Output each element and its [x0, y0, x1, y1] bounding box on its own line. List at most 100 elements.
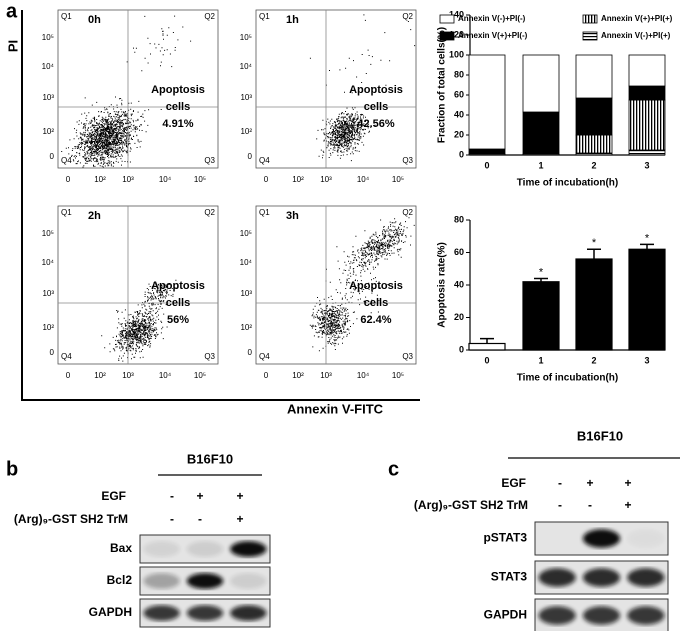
quadrant-label: Q4 [61, 352, 72, 361]
blot-band [186, 605, 224, 621]
y-axis-label: Fraction of total cells(%) [437, 27, 448, 143]
plot-frame [57, 205, 219, 365]
quadrant-label: Q2 [402, 208, 413, 217]
quadrant-label: Q2 [204, 208, 215, 217]
plot-frame [57, 9, 219, 169]
y-tick-label: 10⁵ [240, 229, 252, 238]
y-tick-label: 100 [449, 49, 464, 59]
x-tick-label: 10² [94, 175, 106, 184]
protein-label: GAPDH [89, 605, 132, 619]
y-tick-label: 10⁴ [240, 62, 253, 71]
apoptosis-annotation: Apoptosis [349, 280, 403, 292]
blot-band [538, 568, 576, 587]
y-tick-label: 0 [248, 348, 253, 357]
treatment-label: (Arg)₉-GST SH2 TrM [414, 498, 528, 512]
bar [468, 342, 506, 351]
quadrant-label: Q1 [61, 208, 72, 217]
y-tick-label: 10² [42, 323, 54, 332]
y-tick-label: 0 [50, 348, 55, 357]
treatment-label: (Arg)₉-GST SH2 TrM [14, 512, 128, 526]
blot-band [143, 573, 180, 589]
x-tick-label: 0 [66, 371, 71, 380]
legend-swatch [582, 31, 598, 41]
quadrant-label: Q4 [259, 352, 270, 361]
x-tick-label: 10² [292, 175, 304, 184]
bar-segment [628, 54, 666, 87]
y-tick-label: 10² [240, 127, 252, 136]
x-tick-label: 10³ [320, 175, 332, 184]
error-bar [587, 248, 601, 259]
bar-segment [522, 111, 560, 155]
flow-plot: Q1 Q2 Q3 Q4 1h Apoptosis cells 42.56% 0 0 10² 10² 10… [240, 9, 417, 184]
bar [575, 258, 613, 351]
time-label: 2h [88, 210, 101, 222]
treatment-sign: + [624, 476, 631, 490]
bar-segment [522, 54, 560, 113]
x-tick-label: 2 [591, 160, 596, 170]
x-tick-label: 10² [292, 371, 304, 380]
y-tick-label: 40 [454, 279, 464, 289]
significance-mark: * [539, 266, 544, 278]
panel-label: c [388, 458, 399, 480]
x-tick-label: 10⁵ [392, 371, 404, 380]
x-tick-label: 10³ [122, 175, 134, 184]
y-tick-label: 10⁴ [42, 258, 55, 267]
blot-band [230, 573, 267, 589]
legend-label: Annexin V(-)+PI(+) [601, 31, 671, 40]
bar [628, 248, 666, 351]
event-dots [309, 14, 416, 162]
y-tick-label: 0 [459, 149, 464, 159]
bar-segment [575, 134, 613, 154]
bar-segment [575, 54, 613, 99]
time-label: 3h [286, 210, 299, 222]
x-tick-label: 10⁴ [159, 175, 172, 184]
apoptosis-annotation: 56% [167, 314, 189, 326]
blot-band [538, 606, 576, 625]
cell-line-label: B16F10 [187, 451, 233, 466]
x-axis-label: Time of incubation(h) [517, 373, 618, 384]
x-tick-label: 0 [264, 175, 269, 184]
bar-segment [468, 54, 506, 150]
y-tick-label: 80 [454, 214, 464, 224]
y-tick-label: 40 [454, 109, 464, 119]
plot-frame [255, 9, 417, 169]
apoptosis-annotation: Apoptosis [349, 84, 403, 96]
y-tick-label: 10² [42, 127, 54, 136]
blot-band [143, 541, 180, 557]
y-tick-label: 60 [454, 247, 464, 257]
error-bar [640, 243, 654, 250]
legend-swatch [439, 31, 455, 41]
error-bar [534, 277, 548, 282]
y-tick-label: 10⁴ [42, 62, 55, 71]
event-dots [101, 279, 179, 362]
y-tick-label: 10⁴ [240, 258, 253, 267]
x-tick-label: 1 [538, 355, 543, 365]
x-tick-label: 2 [591, 355, 596, 365]
x-tick-label: 10⁵ [392, 175, 404, 184]
apoptosis-annotation: Apoptosis [151, 84, 205, 96]
y-tick-label: 10⁵ [42, 33, 54, 42]
y-tick-label: 20 [454, 312, 464, 322]
treatment-sign: - [170, 489, 174, 503]
blot-band [582, 606, 621, 625]
treatment-sign: + [236, 512, 243, 526]
y-axis-label: Apoptosis rate(%) [437, 242, 448, 328]
blot-band [143, 605, 180, 621]
blot-band [582, 568, 621, 587]
quadrant-label: Q2 [204, 12, 215, 21]
apoptosis-annotation: cells [364, 101, 388, 113]
treatment-sign: - [588, 498, 592, 512]
panel-label: a [6, 0, 18, 22]
x-tick-label: 0 [484, 160, 489, 170]
legend-swatch [582, 14, 598, 24]
flow-plot: Q1 Q2 Q3 Q4 2h Apoptosis cells 56% 0 0 10² 10² 10³ 10… [42, 205, 219, 380]
y-tick-label: 0 [248, 152, 253, 161]
blot-band [582, 529, 621, 548]
event-dots [309, 217, 415, 352]
x-tick-label: 10³ [122, 371, 134, 380]
plot-frame [255, 205, 417, 365]
x-tick-label: 10⁵ [194, 371, 206, 380]
time-label: 0h [88, 14, 101, 26]
